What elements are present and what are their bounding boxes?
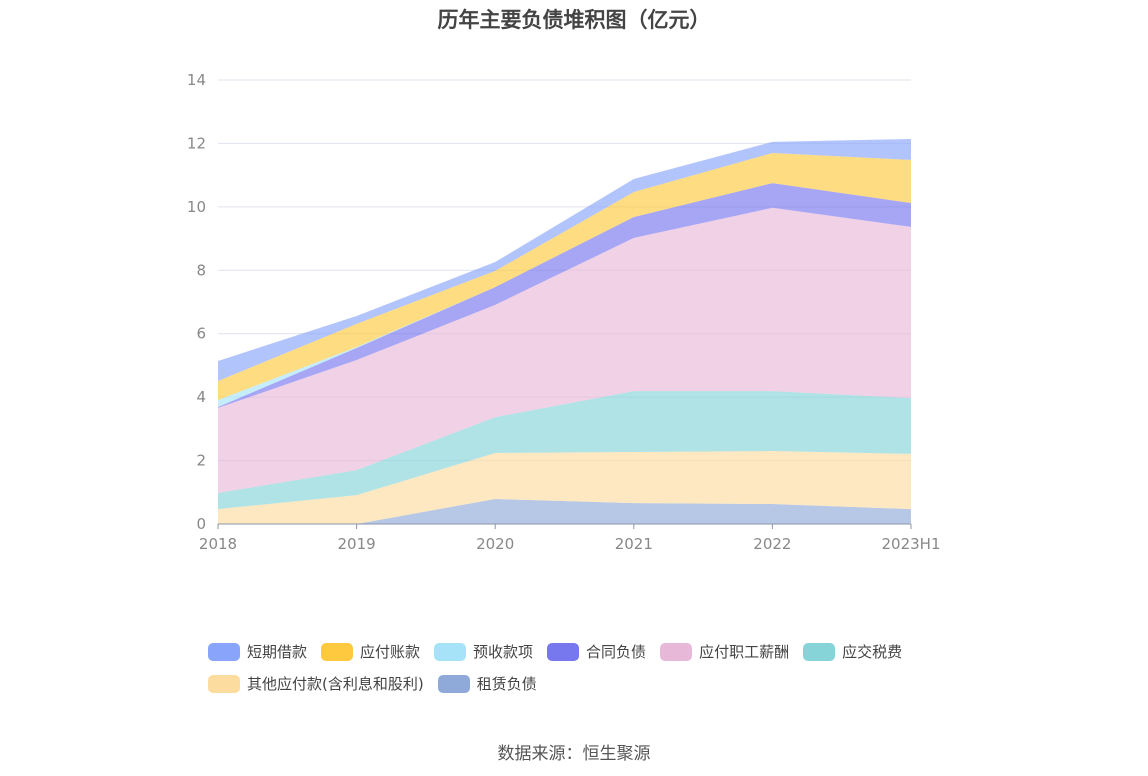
legend-item[interactable]: 短期借款 bbox=[208, 641, 307, 662]
y-tick-label: 2 bbox=[196, 452, 206, 470]
y-tick-label: 12 bbox=[187, 134, 206, 152]
legend-row-1: 短期借款 应付账款 预收款项 合同负债 应付职工薪酬 应交税费 bbox=[208, 641, 902, 662]
legend-label: 应付职工薪酬 bbox=[699, 643, 790, 661]
y-tick-label: 0 bbox=[196, 515, 206, 533]
legend-label: 短期借款 bbox=[247, 643, 308, 661]
legend-item[interactable]: 应付账款 bbox=[321, 641, 420, 662]
chart-title: 历年主要负债堆积图（亿元） bbox=[437, 8, 711, 32]
x-tick-label: 2021 bbox=[615, 535, 653, 553]
y-tick-label: 4 bbox=[196, 388, 206, 406]
data-source: 数据来源：恒生聚源 bbox=[497, 744, 651, 764]
stacked-area-chart: 0 2 4 6 8 10 12 14 2018 2019 2020 2021 2022 2023H1 bbox=[187, 71, 941, 553]
legend-swatch bbox=[437, 674, 470, 693]
legend-swatch bbox=[208, 642, 240, 661]
legend-swatch bbox=[434, 642, 467, 661]
legend-row-2: 其他应付款(含利息和股利) 租赁负债 bbox=[208, 673, 537, 694]
legend-swatch bbox=[660, 642, 693, 661]
legend-item[interactable]: 预收款项 bbox=[434, 641, 533, 662]
area-租赁负债 bbox=[218, 498, 911, 524]
legend-label: 应付账款 bbox=[360, 643, 421, 661]
legend-label: 预收款项 bbox=[473, 643, 534, 661]
area-应付职工薪酬 bbox=[218, 207, 911, 493]
y-tick-label: 14 bbox=[187, 71, 206, 89]
area-应付账款 bbox=[218, 152, 911, 400]
legend-swatch bbox=[208, 674, 240, 693]
x-tick-label: 2018 bbox=[199, 535, 237, 553]
legend-swatch bbox=[321, 642, 354, 661]
legend-item[interactable]: 租赁负债 bbox=[437, 673, 537, 694]
legend-label: 其他应付款(含利息和股利) bbox=[247, 675, 424, 693]
legend-item[interactable]: 合同负债 bbox=[547, 641, 646, 662]
y-tick-label: 8 bbox=[196, 261, 206, 279]
legend-label: 租赁负债 bbox=[476, 675, 537, 693]
area-合同负债 bbox=[218, 183, 911, 408]
x-tick-label: 2020 bbox=[476, 535, 514, 553]
area-其他应付款(含利息和股利) bbox=[218, 451, 911, 524]
legend-item[interactable]: 其他应付款(含利息和股利) bbox=[208, 673, 424, 694]
x-tick-label: 2023H1 bbox=[882, 535, 941, 553]
legend-label: 应交税费 bbox=[842, 643, 903, 661]
y-tick-label: 6 bbox=[196, 325, 206, 343]
legend-label: 合同负债 bbox=[586, 643, 647, 661]
x-tick-label: 2022 bbox=[753, 535, 791, 553]
legend-swatch bbox=[547, 642, 580, 661]
legend-item[interactable]: 应交税费 bbox=[803, 641, 902, 662]
legend-item[interactable]: 应付职工薪酬 bbox=[660, 641, 789, 662]
legend-swatch bbox=[803, 642, 836, 661]
y-tick-label: 10 bbox=[187, 198, 206, 216]
x-tick-label: 2019 bbox=[338, 535, 376, 553]
area-应交税费 bbox=[218, 391, 911, 510]
